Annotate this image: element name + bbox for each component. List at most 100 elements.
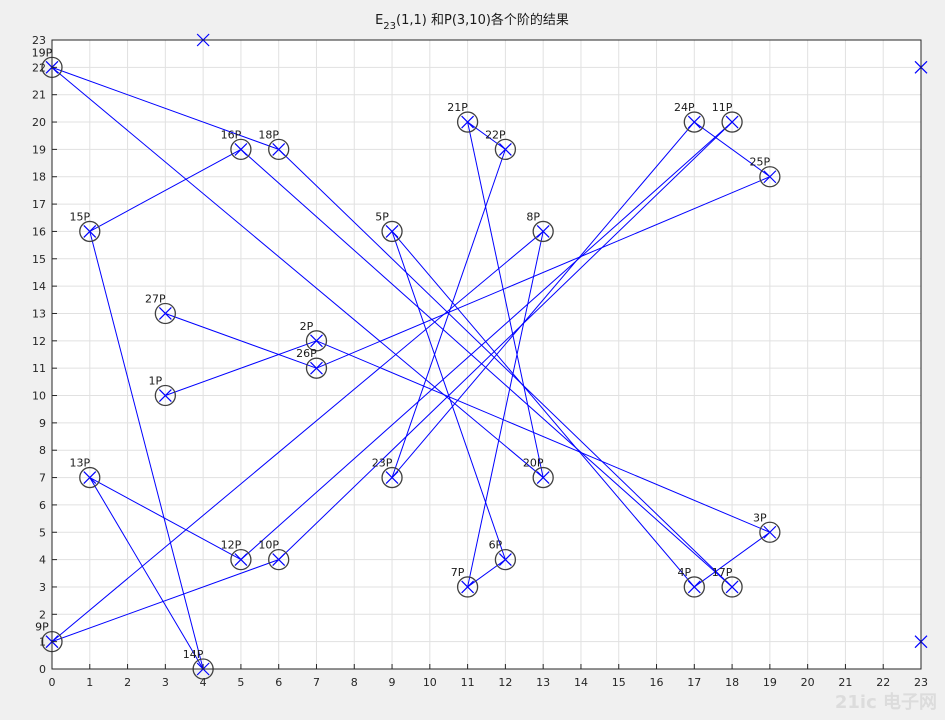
y-tick-label: 9 <box>39 417 46 430</box>
point-x-marker <box>461 580 475 594</box>
point-circle <box>79 466 101 489</box>
plot-border <box>51 39 922 670</box>
point-circle <box>532 466 554 489</box>
x-tick-label: 19 <box>763 676 777 689</box>
point-x-marker <box>763 170 777 184</box>
point-label: 5P <box>375 210 389 223</box>
x-tick-label: 4 <box>200 676 207 689</box>
y-tick-label: 8 <box>39 444 46 457</box>
series-segment <box>51 559 279 643</box>
x-tick-label: 17 <box>687 676 701 689</box>
series-segment <box>240 121 733 560</box>
series-segment <box>694 531 771 588</box>
y-tick-label: 0 <box>39 663 46 676</box>
point-circle <box>230 548 252 571</box>
point-circle <box>268 548 290 571</box>
x-tick-label: 21 <box>838 676 852 689</box>
point-circle <box>381 466 403 489</box>
point-circle <box>381 220 403 243</box>
point-circle <box>456 576 479 598</box>
point-label: 1P <box>149 375 163 388</box>
point-circle <box>683 576 705 598</box>
point-label: 15P <box>69 210 90 223</box>
y-tick-label: 19 <box>32 143 46 156</box>
point-label: 21P <box>447 101 468 114</box>
series-segment <box>316 340 771 533</box>
point-label: 25P <box>750 156 771 169</box>
x-tick-label: 1 <box>86 676 93 689</box>
title-rest: (1,1) 和P(3,10)各个阶的结果 <box>396 12 569 28</box>
series-segment <box>391 149 506 478</box>
point-x-marker <box>83 225 97 238</box>
series-segment <box>89 231 204 670</box>
point-label: 12P <box>221 539 242 552</box>
point-x-marker <box>83 471 97 484</box>
point-circle <box>305 357 328 379</box>
series-segment <box>467 231 544 588</box>
point-label: 8P <box>526 210 540 223</box>
point-circle <box>721 111 743 133</box>
point-x-marker <box>272 553 286 567</box>
point-label: 22P <box>485 128 506 141</box>
point-label: 10P <box>258 539 279 552</box>
y-tick-label: 4 <box>39 554 46 567</box>
point-circle <box>154 302 176 325</box>
y-tick-label: 3 <box>39 581 46 594</box>
point-label: 20P <box>523 457 544 470</box>
point-label: 7P <box>451 566 465 579</box>
point-circle <box>305 330 328 352</box>
series-segment <box>165 340 317 396</box>
point-x-marker <box>536 471 550 484</box>
axis-ticks: 0 1 2 3 4 5 6 7 8 9 10 11 12 13 14 15 16 17 18 19 20 21 22 2301… <box>32 34 928 689</box>
y-tick-label: 17 <box>32 198 46 211</box>
series-segment <box>278 121 733 560</box>
series-segment <box>89 148 242 232</box>
point-x-marker <box>725 115 739 129</box>
watermark: 21ic 电子网 <box>834 692 937 713</box>
x-tick-label: 14 <box>574 676 588 689</box>
series-segment <box>316 176 771 369</box>
y-tick-label: 13 <box>32 307 46 320</box>
point-x-marker <box>461 115 475 129</box>
series-segment <box>51 231 544 643</box>
series-segment <box>467 121 544 478</box>
point-label: 9P <box>35 621 49 634</box>
y-tick-label: 10 <box>32 390 46 403</box>
series-segment <box>89 477 204 670</box>
point-labels: 1P 2P 3P 4P 5P 6P 7P 8P 9P 10P 11P 12P 13P 14P 15P 16P 1… <box>32 46 771 661</box>
x-tick-label: 8 <box>351 676 358 689</box>
y-tick-label: 7 <box>39 472 46 485</box>
point-x-marker <box>272 142 286 156</box>
point-label: 23P <box>372 457 393 470</box>
y-tick-label: 14 <box>32 280 46 293</box>
x-tick-label: 20 <box>801 676 815 689</box>
point-x-marker <box>234 553 248 567</box>
x-tick-label: 12 <box>498 676 512 689</box>
y-tick-label: 22 <box>32 61 46 74</box>
point-circle <box>494 138 517 161</box>
series-segment <box>694 121 771 178</box>
point-circle <box>456 111 479 133</box>
point-x-marker <box>310 334 323 348</box>
point-label: 17P <box>712 566 733 579</box>
title-main: E <box>375 13 383 28</box>
point-circle <box>494 548 517 571</box>
x-tick-label: 0 <box>49 676 56 689</box>
point-circle <box>154 384 176 407</box>
x-tick-label: 11 <box>461 676 475 689</box>
y-tick-label: 20 <box>32 116 46 129</box>
y-tick-label: 18 <box>32 171 46 184</box>
point-circle <box>532 220 554 243</box>
point-label: 18P <box>258 128 279 141</box>
x-tick-label: 10 <box>423 676 437 689</box>
title-subscript: 23 <box>383 21 396 32</box>
point-x-marker <box>310 361 323 375</box>
series-segment <box>51 66 279 150</box>
point-x-marker <box>725 580 739 594</box>
x-tick-label: 16 <box>650 676 664 689</box>
point-label: 4P <box>677 566 691 579</box>
y-tick-label: 23 <box>32 34 46 47</box>
point-label: 27P <box>145 292 166 305</box>
x-tick-label: 6 <box>275 676 282 689</box>
